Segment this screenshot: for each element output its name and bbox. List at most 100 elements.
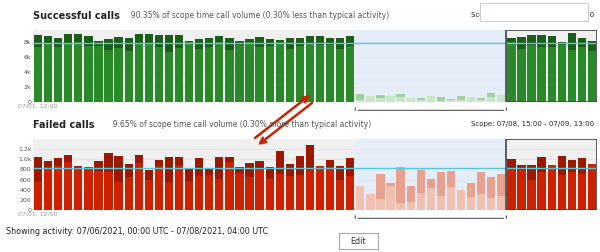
Bar <box>336 180 344 210</box>
Bar <box>336 38 344 102</box>
Bar <box>74 168 82 210</box>
Bar <box>588 41 596 102</box>
Bar <box>104 39 113 102</box>
Bar <box>427 188 435 210</box>
Bar <box>356 94 364 102</box>
Bar <box>437 97 445 102</box>
Bar <box>506 139 597 210</box>
Bar <box>286 49 294 102</box>
Bar <box>306 44 314 102</box>
Bar <box>155 160 163 210</box>
Bar <box>568 33 576 102</box>
Text: Scope: 07/08, 15:00 - 07/09, 13:00: Scope: 07/08, 15:00 - 07/09, 13:00 <box>471 121 594 127</box>
Bar <box>477 172 485 210</box>
Bar <box>165 182 173 210</box>
Bar <box>538 35 546 102</box>
Bar <box>397 94 405 102</box>
Bar <box>447 171 455 210</box>
Bar <box>215 157 223 210</box>
Bar <box>356 186 364 210</box>
Bar <box>115 156 123 210</box>
Bar <box>64 162 73 210</box>
Bar <box>84 46 92 102</box>
Bar <box>457 96 465 102</box>
Bar <box>346 176 355 210</box>
Bar <box>225 38 233 102</box>
Bar <box>366 96 374 102</box>
Bar <box>286 164 294 210</box>
Bar <box>54 166 62 210</box>
Bar <box>538 172 546 210</box>
Bar <box>477 98 485 102</box>
Bar <box>245 176 254 210</box>
Bar <box>416 100 425 102</box>
Bar <box>94 171 103 210</box>
Bar <box>286 176 294 210</box>
Bar <box>326 45 334 102</box>
Bar <box>125 177 133 210</box>
Bar <box>578 38 586 102</box>
Bar <box>104 172 113 210</box>
Bar <box>225 157 233 210</box>
Bar <box>457 190 465 210</box>
Bar <box>115 37 123 102</box>
Bar <box>477 194 485 210</box>
Bar <box>84 167 92 210</box>
Bar <box>416 170 425 210</box>
Bar <box>588 51 596 102</box>
Bar <box>386 99 395 102</box>
Bar <box>64 34 73 102</box>
Bar <box>104 153 113 210</box>
Bar <box>416 193 425 210</box>
Bar <box>155 166 163 210</box>
Bar <box>74 42 82 102</box>
Bar <box>205 38 214 102</box>
Bar <box>416 98 425 102</box>
Bar <box>275 174 284 210</box>
Bar <box>487 177 496 210</box>
Bar <box>275 40 284 102</box>
Bar <box>245 163 254 210</box>
Bar <box>336 49 344 102</box>
Bar <box>427 100 435 102</box>
Bar <box>316 166 324 210</box>
Bar <box>527 166 536 210</box>
Bar <box>145 35 153 102</box>
Bar <box>165 52 173 102</box>
Bar <box>235 167 244 210</box>
Bar <box>195 158 203 210</box>
Bar <box>94 161 103 210</box>
Bar <box>296 156 304 210</box>
Bar <box>507 159 515 210</box>
Bar <box>225 50 233 102</box>
Bar <box>376 199 385 210</box>
Bar <box>266 179 274 210</box>
Bar <box>306 145 314 210</box>
Bar <box>34 157 42 210</box>
Bar <box>205 47 214 102</box>
Bar <box>437 101 445 102</box>
Bar <box>506 30 597 102</box>
Bar <box>84 168 92 210</box>
Bar <box>195 49 203 102</box>
Bar <box>235 173 244 210</box>
Bar <box>115 48 123 102</box>
Bar <box>376 174 385 210</box>
Bar <box>155 35 163 102</box>
Bar <box>235 45 244 102</box>
Bar <box>588 165 596 210</box>
Bar <box>134 163 143 210</box>
Bar <box>346 36 355 102</box>
Bar <box>266 46 274 102</box>
Bar <box>185 41 193 102</box>
Bar <box>366 194 374 210</box>
Bar <box>256 47 264 102</box>
Bar <box>355 139 506 210</box>
Bar <box>457 195 465 210</box>
Bar <box>467 97 475 102</box>
Text: Showing activity: 07/06/2021, 00:00 UTC - 07/08/2021, 04:00 UTC: Showing activity: 07/06/2021, 00:00 UTC … <box>6 227 268 236</box>
Bar <box>568 160 576 210</box>
Bar <box>34 182 42 210</box>
Bar <box>84 37 92 102</box>
Bar <box>306 36 314 102</box>
